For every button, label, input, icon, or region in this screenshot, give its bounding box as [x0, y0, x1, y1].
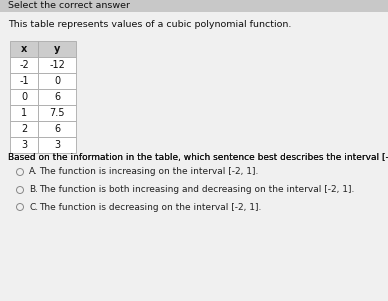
- Text: -12: -12: [49, 60, 65, 70]
- Text: The function is both increasing and decreasing on the interval [-2, 1].: The function is both increasing and decr…: [39, 185, 354, 194]
- Text: A.: A.: [29, 167, 38, 176]
- Circle shape: [17, 169, 24, 175]
- Text: x: x: [21, 44, 27, 54]
- Bar: [0, 0, 388, 12]
- Text: -2: -2: [19, 60, 29, 70]
- Bar: [10, 105, 38, 121]
- Text: The function is increasing on the interval [-2, 1].: The function is increasing on the interv…: [39, 167, 258, 176]
- Bar: [10, 137, 38, 153]
- Text: 0: 0: [54, 76, 60, 86]
- Bar: [10, 57, 38, 73]
- Text: This table represents values of a cubic polynomial function.: This table represents values of a cubic …: [8, 20, 291, 29]
- Bar: [38, 41, 76, 57]
- Text: 3: 3: [21, 140, 27, 150]
- Bar: [38, 137, 76, 153]
- Bar: [38, 105, 76, 121]
- Text: -1: -1: [19, 76, 29, 86]
- Text: 3: 3: [54, 140, 60, 150]
- Text: 7.5: 7.5: [49, 108, 65, 118]
- Bar: [38, 73, 76, 89]
- Bar: [10, 121, 38, 137]
- Circle shape: [17, 187, 24, 194]
- Bar: [10, 89, 38, 105]
- Bar: [38, 89, 76, 105]
- Text: 6: 6: [54, 124, 60, 134]
- Bar: [38, 57, 76, 73]
- Text: y: y: [54, 44, 60, 54]
- Text: 6: 6: [54, 92, 60, 102]
- Bar: [38, 121, 76, 137]
- Text: 0: 0: [21, 92, 27, 102]
- Text: Based on the information in the table, which sentence best describes the interva: Based on the information in the table, w…: [8, 153, 388, 162]
- Text: 2: 2: [21, 124, 27, 134]
- Text: C.: C.: [29, 203, 38, 212]
- Text: The function is decreasing on the interval [-2, 1].: The function is decreasing on the interv…: [39, 203, 262, 212]
- Text: B.: B.: [29, 185, 38, 194]
- Bar: [10, 41, 38, 57]
- Text: Select the correct answer: Select the correct answer: [8, 2, 130, 11]
- Bar: [10, 73, 38, 89]
- Text: Based on the information in the table, which sentence best describes the interva: Based on the information in the table, w…: [8, 153, 388, 162]
- Circle shape: [17, 203, 24, 210]
- Text: 1: 1: [21, 108, 27, 118]
